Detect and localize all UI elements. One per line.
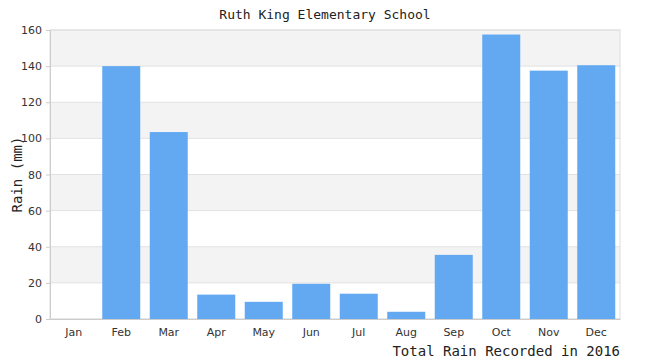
x-tick-label: Jan: [64, 326, 82, 339]
x-tick: Nov: [538, 319, 560, 339]
x-tick-label: Feb: [112, 326, 131, 339]
x-tick-label: Jul: [351, 326, 365, 339]
y-tick-mark: [46, 211, 50, 212]
x-tick: Aug: [396, 319, 417, 339]
y-tick-label: 60: [28, 205, 42, 218]
grid: [50, 30, 620, 319]
x-tick-label: May: [252, 326, 275, 339]
y-axis-line: [46, 31, 51, 320]
bar: [577, 65, 615, 319]
y-tick: 40: [28, 241, 50, 254]
y-tick-label: 0: [35, 313, 42, 326]
bar: [55, 319, 93, 320]
y-tick: 0: [35, 313, 50, 326]
bar: [387, 312, 425, 319]
x-tick: Dec: [586, 319, 607, 339]
y-tick-mark: [46, 175, 50, 176]
y-tick-mark: [46, 30, 50, 31]
y-tick-mark: [46, 283, 50, 284]
x-tick-label: Nov: [538, 326, 560, 339]
bar: [340, 294, 378, 319]
y-tick: 160: [21, 24, 50, 37]
plot-frame: [50, 30, 620, 319]
title: Ruth King Elementary School: [219, 7, 430, 22]
y-tick-mark: [46, 138, 50, 139]
x-axis: Jan Feb Mar Apr May Jun Jul Aug Sep Oct Nov Dec: [51, 319, 621, 339]
y-tick-label: 120: [21, 96, 42, 109]
x-tick-label: Jun: [302, 326, 320, 339]
x-tick: Jan: [64, 319, 82, 339]
y-tick-mark: [46, 247, 50, 248]
x-tick: Jun: [302, 319, 320, 339]
x-tick: Oct: [492, 319, 512, 339]
grid-band: [50, 30, 620, 66]
bar: [292, 284, 330, 319]
chart: 020406080100120140160JanFebMarAprMayJunJ…: [0, 0, 650, 360]
y-tick-label: 160: [21, 24, 42, 37]
y-tick-label: 140: [21, 60, 42, 73]
x-tick: May: [252, 319, 275, 339]
y-tick: 20: [28, 277, 50, 290]
y-tick-label: 40: [28, 241, 42, 254]
x-tick-label: Aug: [396, 326, 417, 339]
y-axis: 0 20 40 60 80 100 120 140 160: [21, 24, 51, 326]
bar: [530, 71, 568, 319]
x-tick-label: Mar: [158, 326, 179, 339]
x-axis-title: Total Rain Recorded in 2016: [392, 343, 620, 359]
bars: [102, 35, 615, 319]
y-tick: 80: [28, 169, 50, 182]
x-tick: Feb: [112, 319, 131, 339]
x-axis-line: [51, 319, 621, 320]
bar: [245, 302, 283, 319]
x-tick: Jul: [351, 319, 365, 339]
y-tick-mark: [46, 66, 50, 67]
bar: [197, 295, 235, 319]
y-tick: 140: [21, 60, 50, 73]
x-tick: Apr: [207, 319, 227, 339]
y-tick-mark: [46, 102, 50, 103]
x-tick: Sep: [443, 319, 464, 339]
bar: [102, 66, 140, 319]
y-tick: 60: [28, 205, 50, 218]
x-tick-label: Apr: [207, 326, 227, 339]
y-tick: 100: [21, 132, 50, 145]
bar: [435, 255, 473, 319]
bar: [150, 132, 188, 319]
y-tick-mark: [46, 319, 50, 320]
plot: 020406080100120140160JanFebMarAprMayJunJ…: [21, 24, 621, 339]
x-tick: Mar: [158, 319, 179, 339]
x-tick-label: Dec: [586, 326, 607, 339]
y-tick: 120: [21, 96, 50, 109]
y-tick-label: 20: [28, 277, 42, 290]
x-tick-label: Sep: [443, 326, 464, 339]
y-tick-label: 80: [28, 169, 42, 182]
y-axis-title: Rain (mm): [9, 137, 25, 213]
bar: [482, 35, 520, 319]
x-tick-label: Oct: [492, 326, 512, 339]
